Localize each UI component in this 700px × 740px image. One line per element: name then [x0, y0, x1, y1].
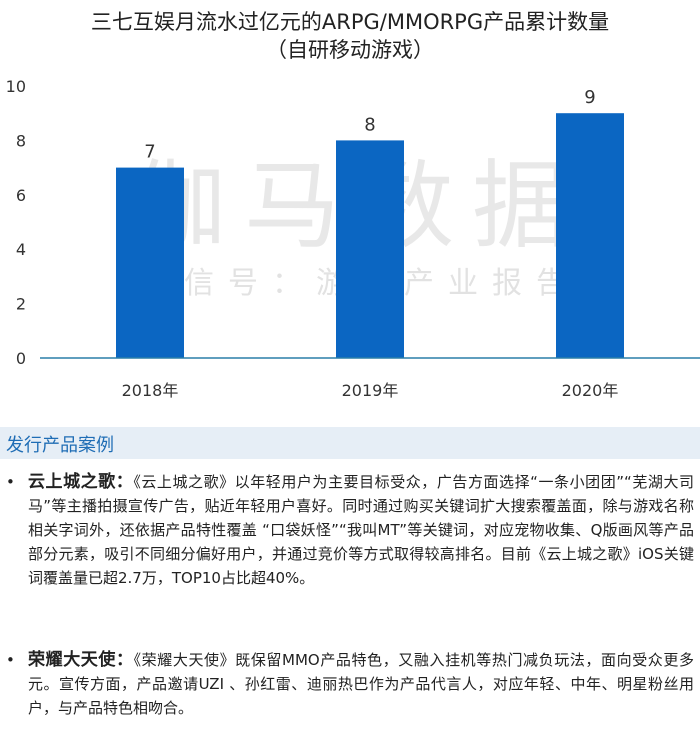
- case-description: 《云上城之歌》以年轻用户为主要目标受众，广告方面选择“一条小团团”“芜湖大司马”…: [28, 473, 694, 587]
- y-tick-label: 8: [16, 131, 26, 150]
- chart-title-block: 三七互娱月流水过亿元的ARPG/MMORPG产品累计数量 （自研移动游戏）: [0, 8, 700, 64]
- bar: [116, 167, 184, 358]
- x-tick-label: 2018年: [122, 381, 179, 400]
- y-tick-label: 4: [16, 240, 26, 259]
- y-tick-label: 10: [6, 77, 26, 96]
- y-tick-label: 2: [16, 295, 26, 314]
- bullet-icon: •: [6, 651, 15, 669]
- case-name: 云上城之歌：: [28, 472, 134, 492]
- case-item-2: • 荣耀大天使：《荣耀大天使》既保留MMO产品特色，又融入挂机等热门减负玩法，面…: [6, 648, 694, 720]
- case-name: 荣耀大天使：: [28, 650, 134, 670]
- section-title: 发行产品案例: [6, 435, 114, 456]
- case-text: 云上城之歌：《云上城之歌》以年轻用户为主要目标受众，广告方面选择“一条小团团”“…: [28, 470, 694, 590]
- y-tick-label: 0: [16, 349, 26, 368]
- case-text: 荣耀大天使：《荣耀大天使》既保留MMO产品特色，又融入挂机等热门减负玩法，面向受…: [28, 648, 694, 720]
- data-label: 8: [364, 114, 375, 135]
- bullet-icon: •: [6, 473, 15, 491]
- bar-chart: 0 2 4 6 8 10 7 2018年 8 2019年 9 2020年: [6, 77, 700, 400]
- bar: [336, 140, 404, 358]
- bar: [556, 113, 624, 358]
- case-description: 《荣耀大天使》既保留MMO产品特色，又融入挂机等热门减负玩法，面向受众更多元。宣…: [28, 651, 694, 717]
- data-label: 7: [144, 142, 155, 163]
- y-tick-label: 6: [16, 186, 26, 205]
- case-item-1: • 云上城之歌：《云上城之歌》以年轻用户为主要目标受众，广告方面选择“一条小团团…: [6, 470, 694, 590]
- chart-subtitle: （自研移动游戏）: [266, 38, 434, 62]
- data-label: 9: [584, 87, 595, 108]
- section-header: 发行产品案例: [0, 427, 700, 459]
- x-tick-label: 2019年: [342, 381, 399, 400]
- chart-title: 三七互娱月流水过亿元的ARPG/MMORPG产品累计数量: [90, 10, 610, 34]
- x-tick-label: 2020年: [562, 381, 619, 400]
